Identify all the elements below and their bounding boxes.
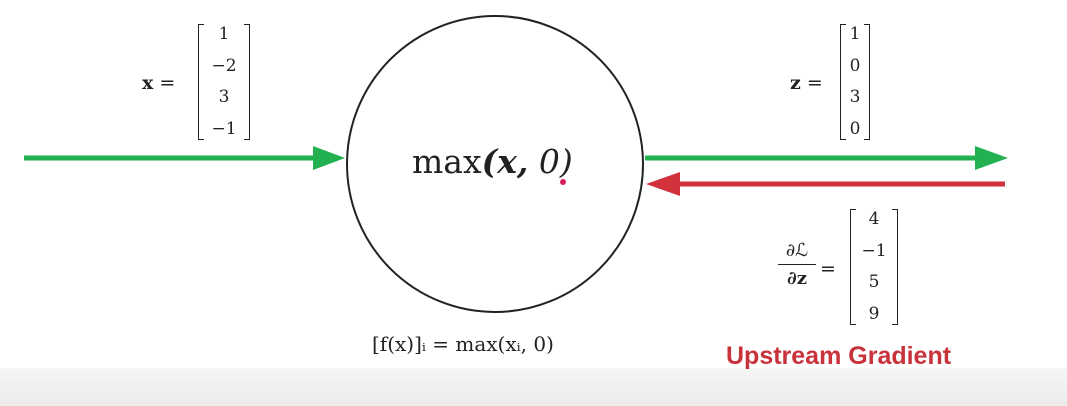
- input-vector-matrix: 1 −2 3 −1: [198, 24, 250, 140]
- input-value: 1: [218, 24, 230, 44]
- gradient-value: 4: [868, 209, 880, 229]
- backward-arrow: [646, 172, 1005, 196]
- gradient-vector-matrix: 4 −1 5 9: [850, 209, 898, 325]
- node-close-paren: ): [559, 142, 573, 181]
- input-symbol: x: [142, 72, 154, 94]
- node-zero: 0: [538, 142, 560, 181]
- node-func: max: [412, 142, 482, 181]
- gradient-value: 9: [868, 303, 880, 324]
- fraction-bar: [778, 264, 816, 265]
- gradient-fraction: ∂ℒ ∂z: [778, 240, 816, 289]
- output-equals: =: [806, 72, 823, 94]
- node-arg: x: [497, 142, 517, 181]
- node-function-label: max(x, 0): [412, 142, 573, 181]
- relu-node-circle: [346, 15, 644, 313]
- bottom-band: [0, 368, 1067, 406]
- gradient-denominator: ∂z: [787, 268, 807, 289]
- relu-formula: [f(x)]ᵢ = max(xᵢ, 0): [372, 332, 554, 356]
- output-value: 3: [849, 87, 861, 108]
- gradient-numerator: ∂ℒ: [785, 240, 809, 261]
- input-value: −1: [211, 118, 237, 139]
- input-vector-label: x =: [142, 72, 175, 94]
- gradient-value: −1: [861, 240, 887, 261]
- upstream-gradient-label: Upstream Gradient: [726, 342, 952, 370]
- node-comma: ,: [516, 142, 529, 181]
- output-value: 0: [849, 55, 861, 76]
- output-vector-matrix: 1 0 3 0: [840, 24, 870, 140]
- input-arrow: [24, 146, 345, 170]
- input-equals: =: [159, 72, 176, 94]
- input-value: −2: [211, 55, 237, 76]
- gradient-value: 5: [868, 272, 880, 293]
- output-symbol: z: [790, 72, 801, 94]
- node-open-paren: (: [481, 142, 498, 181]
- input-value: 3: [218, 87, 230, 108]
- output-value: 1: [849, 24, 861, 44]
- gradient-equals: =: [820, 258, 836, 280]
- cursor-dot: [560, 179, 566, 185]
- output-arrow: [645, 146, 1008, 170]
- output-vector-label: z =: [790, 72, 823, 94]
- output-value: 0: [849, 118, 861, 139]
